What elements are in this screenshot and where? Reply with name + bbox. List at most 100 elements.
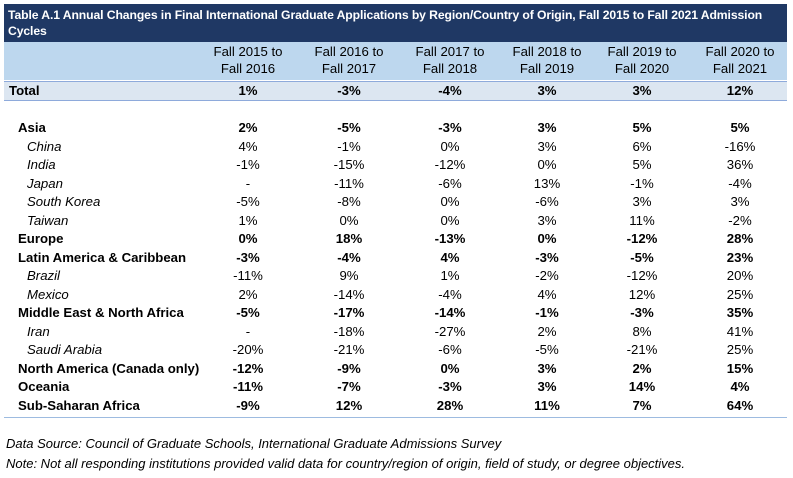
table-cell: -5% — [535, 342, 559, 357]
table-cell: 6% — [632, 138, 652, 154]
row-label: South Korea — [27, 194, 101, 209]
row-label: Middle East & North Africa — [18, 305, 184, 320]
row-label: Latin America & Caribbean — [18, 249, 187, 265]
table-cell: 9% — [339, 268, 359, 283]
table-title: Table A.1 Annual Changes in Final Intern… — [4, 4, 787, 42]
table-cell: -12% — [626, 231, 658, 246]
table-cell: 35% — [726, 305, 754, 320]
table-cell: - — [245, 323, 251, 339]
table-cell: -20% — [232, 342, 264, 357]
table-cell: 4% — [440, 249, 460, 265]
table-cell: 5% — [730, 120, 750, 135]
table-cell: -9% — [236, 397, 260, 413]
table-cell: 12% — [335, 397, 363, 413]
row-label: Taiwan — [27, 212, 69, 228]
row-label: Europe — [18, 231, 64, 246]
table-cell: 4% — [537, 286, 557, 302]
table-cell: 3% — [632, 83, 652, 98]
table-cell: -21% — [626, 342, 658, 357]
table-cell: -5% — [236, 305, 260, 320]
table-cell: 0% — [440, 212, 460, 228]
table-cell: -15% — [333, 157, 365, 172]
country-row: Brazil -11% 9% 1% -2% -12% 20% — [4, 267, 787, 285]
country-row: Mexico 2% -14% -4% 4% 12% 25% — [4, 286, 787, 304]
table-cell: 3% — [537, 212, 557, 228]
table-cell: -6% — [438, 342, 462, 357]
row-label: Saudi Arabia — [27, 342, 103, 357]
row-label: Sub-Saharan Africa — [18, 397, 140, 413]
table-cell: 0% — [440, 194, 460, 209]
table-bottom-rule — [4, 417, 787, 418]
table-cell: 25% — [726, 286, 754, 302]
table-cell: - — [245, 175, 251, 191]
data-source-footnote: Data Source: Council of Graduate Schools… — [6, 436, 502, 451]
table-cell: 0% — [537, 157, 557, 172]
table-cell: -11% — [232, 379, 264, 394]
row-label: Total — [9, 83, 40, 98]
table-cell: -9% — [337, 360, 361, 376]
table-cell: 20% — [726, 268, 754, 283]
table-cell: 64% — [726, 397, 754, 413]
table-cell: 2% — [238, 286, 258, 302]
table-cell: -27% — [434, 323, 466, 339]
table-cell: -18% — [333, 323, 365, 339]
table-cell: 3% — [537, 120, 557, 135]
total-row: Total 1% -3% -4% 3% 3% 12% — [4, 81, 787, 101]
region-row: Europe 0% 18% -13% 0% -12% 28% — [4, 230, 787, 248]
table-cell: -5% — [630, 249, 654, 265]
table-cell: 2% — [632, 360, 652, 376]
row-label: Japan — [27, 175, 63, 191]
table-cell: 4% — [730, 379, 750, 394]
table-cell: 0% — [440, 138, 460, 154]
table-cell: 28% — [726, 231, 754, 246]
row-label: Brazil — [27, 268, 60, 283]
table-cell: -3% — [337, 83, 361, 98]
table-cell: -12% — [232, 360, 264, 376]
table-cell: -13% — [434, 231, 466, 246]
region-row: Sub-Saharan Africa -9% 12% 28% 11% 7% 64% — [4, 397, 787, 415]
table-cell: -3% — [630, 305, 654, 320]
table-cell: 28% — [436, 397, 464, 413]
region-row: Asia 2% -5% -3% 3% 5% 5% — [4, 119, 787, 137]
table-cell: -16% — [724, 138, 756, 154]
country-row: China 4% -1% 0% 3% 6% -16% — [4, 138, 787, 156]
table-cell: 11% — [534, 397, 560, 413]
table-cell: -21% — [333, 342, 365, 357]
note-footnote: Note: Not all responding institutions pr… — [6, 456, 686, 471]
table-cell: -5% — [337, 120, 361, 135]
table-cell: -3% — [438, 379, 462, 394]
column-header: Fall 2016 to Fall 2017 — [314, 44, 384, 76]
table-cell: -1% — [630, 175, 654, 191]
table-cell: 1% — [440, 268, 460, 283]
row-label: Iran — [27, 323, 50, 339]
table-cell: -5% — [236, 194, 260, 209]
table-cell: 3% — [632, 194, 652, 209]
table-cell: -6% — [535, 194, 559, 209]
region-row: Middle East & North Africa -5% -17% -14% -1%… — [4, 304, 787, 322]
table-cell: 8% — [632, 323, 652, 339]
region-row: Latin America & Caribbean -3% -4% 4% -3% -5% 2… — [4, 249, 787, 267]
region-row: North America (Canada only) -12% -9% 0% 3% 2%… — [4, 360, 787, 378]
table-cell: -7% — [337, 379, 361, 394]
table-cell: -2% — [535, 268, 559, 283]
column-header: Fall 2020 to Fall 2021 — [705, 44, 775, 76]
table-cell: -17% — [333, 305, 365, 320]
table-cell: 3% — [537, 138, 557, 154]
region-row: Oceania -11% -7% -3% 3% 14% 4% — [4, 378, 787, 396]
table-cell: -1% — [535, 305, 559, 320]
table-cell: 11% — [629, 212, 655, 228]
row-label: India — [27, 157, 56, 172]
table-cell: 5% — [632, 157, 652, 172]
row-label: China — [27, 138, 62, 154]
table-cell: 15% — [726, 360, 754, 376]
table-cell: 0% — [440, 360, 460, 376]
table-cell: 3% — [537, 360, 557, 376]
country-row: Taiwan 1% 0% 0% 3% 11% -2% — [4, 212, 787, 230]
row-label: Asia — [18, 120, 46, 135]
table-cell: 18% — [335, 231, 363, 246]
table-cell: -3% — [535, 249, 559, 265]
table-cell: 25% — [726, 342, 754, 357]
table-cell: 13% — [533, 175, 561, 191]
table-cell: -3% — [438, 120, 462, 135]
country-row: India -1% -15% -12% 0% 5% 36% — [4, 156, 787, 174]
